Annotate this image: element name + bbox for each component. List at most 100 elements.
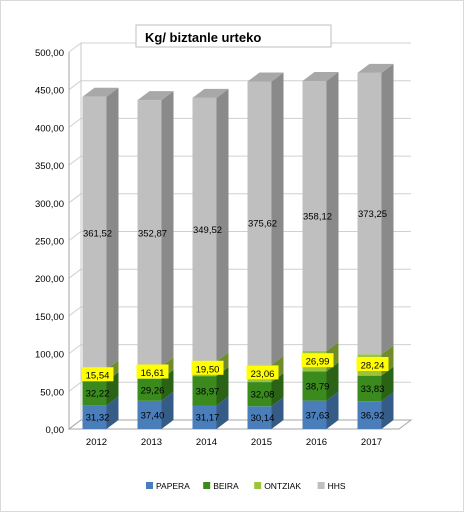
data-label: 31,17 xyxy=(196,413,220,424)
bar-top xyxy=(247,72,284,82)
bar-segment xyxy=(247,373,284,407)
gridline-side xyxy=(68,344,82,355)
bar-side xyxy=(326,362,339,401)
bar-side xyxy=(271,72,284,365)
data-label: 31,32 xyxy=(86,413,110,424)
bars xyxy=(82,63,394,429)
gridline-side xyxy=(68,193,82,204)
bar-segment xyxy=(192,367,229,406)
data-label-box xyxy=(191,360,224,375)
y-tick-label: 0,00 xyxy=(46,425,65,436)
bar-front xyxy=(247,81,272,365)
bar-side xyxy=(381,392,394,429)
legend-swatch xyxy=(317,482,325,489)
gridline-side xyxy=(68,231,82,241)
bar-segment xyxy=(247,397,284,429)
bar-front xyxy=(137,100,162,367)
y-tick-label: 500,00 xyxy=(35,48,64,59)
bar-side xyxy=(326,391,339,429)
bar-side xyxy=(216,88,229,362)
data-label-box xyxy=(246,365,279,380)
bar-front xyxy=(247,406,272,429)
data-label: 36,92 xyxy=(361,411,385,422)
x-tick-label: 2017 xyxy=(361,437,382,448)
bar-segment xyxy=(357,392,394,429)
data-label: 19,50 xyxy=(196,364,220,375)
legend-label: HHS xyxy=(328,481,346,491)
data-label: 358,12 xyxy=(303,212,332,223)
bar-side xyxy=(326,72,339,352)
bar-segment xyxy=(192,396,229,429)
data-label: 37,63 xyxy=(306,410,330,421)
tick-labels: 0,00 50,00 100,00 150,00 200,00 250,00 300,00 3… xyxy=(35,48,382,448)
bar-side xyxy=(106,87,119,370)
bar-segment xyxy=(357,63,394,355)
data-label-box xyxy=(136,364,169,379)
data-label: 15,54 xyxy=(86,371,110,382)
bar-side xyxy=(216,396,229,429)
bar-top xyxy=(302,72,339,82)
y-tick-label: 50,00 xyxy=(40,387,64,398)
axes xyxy=(67,43,413,430)
x-tick-label: 2012 xyxy=(86,437,107,448)
bar-segment xyxy=(302,72,339,352)
bar-front xyxy=(192,97,217,362)
data-label-box xyxy=(81,367,114,382)
bar-segment xyxy=(82,87,119,370)
bar-side xyxy=(381,63,394,355)
bar-front xyxy=(82,381,107,406)
bar-side xyxy=(161,91,174,367)
legend-label: BEIRA xyxy=(213,481,239,491)
bar-front xyxy=(357,401,382,429)
gridline-side xyxy=(68,42,82,53)
y-tick-label: 100,00 xyxy=(35,350,64,361)
data-label: 32,08 xyxy=(251,390,275,401)
bar-side xyxy=(161,391,174,429)
bar-side xyxy=(271,373,284,407)
data-label: 16,61 xyxy=(141,368,165,379)
data-label: 32,22 xyxy=(86,389,110,400)
x-tick-label: 2016 xyxy=(306,437,327,448)
bar-top xyxy=(137,91,174,101)
bar-front xyxy=(82,405,107,429)
bar-side xyxy=(271,397,284,429)
x-tick-label: 2015 xyxy=(251,437,272,448)
legend-label: ONTZIAK xyxy=(264,481,301,491)
bar-front xyxy=(357,72,382,355)
data-label: 23,06 xyxy=(251,369,275,380)
gridline-side xyxy=(68,268,82,279)
data-label: 33,83 xyxy=(361,384,385,395)
legend-swatch xyxy=(203,482,211,489)
chart-title: Kg/ biztanle urteko xyxy=(145,30,261,45)
data-label: 375,62 xyxy=(248,219,277,230)
bar-front xyxy=(137,378,162,401)
data-labels: 31,32 32,22 15,54 361,52 37,40 29,26 16,61 352,… xyxy=(81,209,389,424)
data-label: 352,87 xyxy=(138,229,167,240)
legend: PAPERA BEIRA ONTZIAK HHS xyxy=(146,481,346,491)
floor xyxy=(67,419,413,430)
bar-segment xyxy=(82,372,119,406)
bar-segment xyxy=(137,391,174,429)
bar-front xyxy=(137,400,162,429)
data-label: 30,14 xyxy=(251,413,275,424)
data-label-box xyxy=(356,357,389,372)
y-tick-label: 400,00 xyxy=(35,123,64,134)
data-label-box xyxy=(301,353,334,368)
y-tick-label: 200,00 xyxy=(35,274,64,285)
gridline-side xyxy=(68,80,82,91)
bar-front xyxy=(192,405,217,429)
data-label: 28,24 xyxy=(361,361,385,372)
bar-top xyxy=(192,88,229,98)
bar-segment xyxy=(192,88,229,362)
y-tick-label: 300,00 xyxy=(35,199,64,210)
bar-front xyxy=(302,371,327,401)
gridline-side xyxy=(68,381,82,392)
data-label: 38,79 xyxy=(306,382,330,393)
bar-segment xyxy=(302,362,339,401)
bar-segment xyxy=(357,366,394,402)
y-tick-label: 250,00 xyxy=(35,237,64,248)
data-label: 38,97 xyxy=(196,386,220,397)
bar-side xyxy=(106,396,119,429)
